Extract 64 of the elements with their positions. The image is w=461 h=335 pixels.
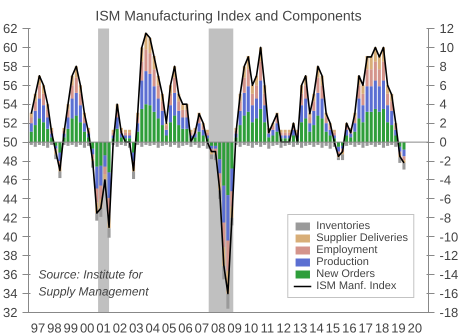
x-tick-label: 12 <box>276 320 292 335</box>
y-tick-label: 38 <box>3 248 18 264</box>
chart-title: ISM Manufacturing Index and Components <box>95 8 362 24</box>
x-tick-label: 03 <box>129 320 144 335</box>
x-tick-label: 05 <box>162 320 176 335</box>
x-tick-label: 11 <box>260 320 274 335</box>
y2-tick-label: 4 <box>440 96 447 112</box>
y2-tick-label: -12 <box>440 248 458 264</box>
y2-tick-label: -4 <box>440 172 452 188</box>
x-tick-label: 10 <box>244 320 258 335</box>
y-tick-label: 52 <box>3 116 18 131</box>
y-tick-label: 36 <box>3 267 18 282</box>
y-tick-label: 44 <box>3 191 18 206</box>
y-tick-label: 50 <box>3 134 18 150</box>
y-tick-label: 58 <box>3 58 18 74</box>
y-tick-label: 62 <box>3 21 18 36</box>
y2-tick-label: -16 <box>440 286 458 302</box>
y2-tick-label: -6 <box>440 191 452 206</box>
x-tick-label: 17 <box>358 320 373 335</box>
x-tick-label: 16 <box>342 320 357 335</box>
y-tick-label: 60 <box>3 40 18 55</box>
legend-label: New Orders <box>316 268 375 280</box>
legend-label: Inventories <box>316 220 370 232</box>
x-tick-label: 08 <box>211 320 226 335</box>
x-tick-label: 97 <box>30 320 46 335</box>
y-tick-label: 56 <box>3 78 18 93</box>
x-tick-label: 04 <box>145 320 160 335</box>
x-tick-label: 20 <box>408 320 422 335</box>
y2-tick-label: -18 <box>440 305 458 320</box>
x-tick-label: 99 <box>64 320 78 335</box>
x-tick-label: 07 <box>194 320 210 335</box>
y-tick-label: 48 <box>3 154 18 169</box>
y-tick-label: 46 <box>3 172 18 188</box>
y-tick-label: 42 <box>3 210 18 226</box>
x-tick-label: 98 <box>47 320 62 335</box>
y-tick-label: 32 <box>3 305 18 320</box>
x-tick-label: 09 <box>227 320 242 335</box>
x-tick-label: 15 <box>326 320 340 335</box>
x-tick-label: 06 <box>178 320 193 335</box>
y2-tick-label: 0 <box>440 134 447 150</box>
legend-label: ISM Manf. Index <box>316 280 396 292</box>
y2-tick-label: 12 <box>440 21 454 36</box>
x-tick-label: 18 <box>374 320 390 335</box>
y2-tick-label: 10 <box>440 40 454 55</box>
y2-tick-label: -2 <box>440 154 452 169</box>
y-tick-label: 34 <box>3 286 18 302</box>
y2-tick-label: 8 <box>440 58 447 74</box>
y2-tick-label: 6 <box>440 78 447 93</box>
x-tick-label: 00 <box>80 320 94 335</box>
x-tick-label: 14 <box>309 320 324 335</box>
y2-tick-label: -10 <box>440 229 458 244</box>
legend-label: Supplier Deliveries <box>316 232 408 244</box>
y2-tick-label: 2 <box>440 116 447 131</box>
y2-tick-label: -14 <box>440 267 458 282</box>
y-tick-label: 54 <box>3 96 18 112</box>
legend-label: Employment <box>316 244 378 256</box>
x-tick-label: 19 <box>391 320 406 335</box>
y2-tick-label: -8 <box>440 210 452 226</box>
y-tick-label: 40 <box>3 229 18 244</box>
legend-label: Production <box>316 256 369 268</box>
x-tick-label: 02 <box>112 320 128 335</box>
x-tick-label: 01 <box>96 320 111 335</box>
x-tick-label: 13 <box>292 320 308 335</box>
annotation: Source: Institute for Supply Management <box>38 268 150 298</box>
